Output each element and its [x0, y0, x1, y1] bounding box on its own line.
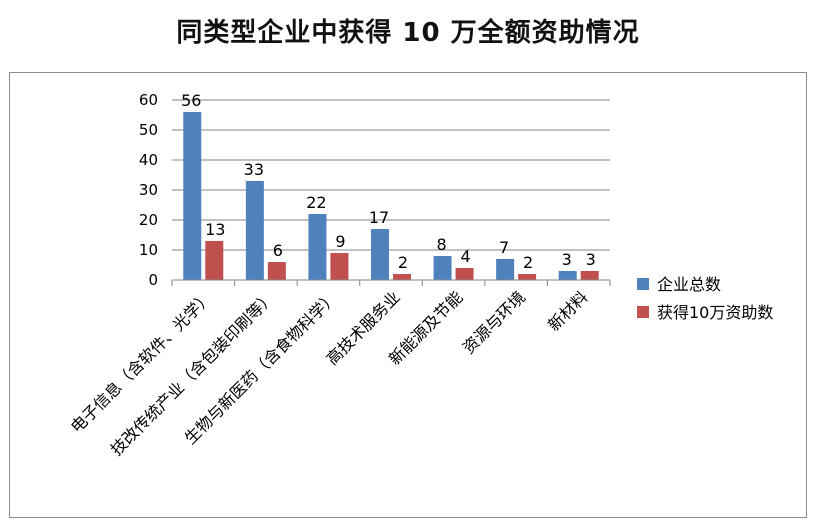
data-label: 7 — [499, 238, 509, 257]
y-tick-label: 10 — [139, 241, 158, 259]
legend-label: 获得10万资助数 — [657, 303, 773, 322]
y-tick-label: 40 — [139, 151, 158, 169]
data-label: 4 — [460, 247, 470, 266]
chart-title: 同类型企业中获得 10 万全额资助情况 — [176, 18, 640, 48]
bar-total — [183, 112, 202, 280]
data-label: 33 — [244, 160, 264, 179]
y-tick-label: 20 — [139, 211, 158, 229]
data-label: 13 — [205, 220, 225, 239]
data-label: 2 — [398, 253, 408, 272]
data-label: 2 — [523, 253, 533, 272]
bar-total — [245, 181, 264, 280]
bar-total — [433, 256, 452, 280]
data-label: 9 — [335, 232, 345, 251]
bar-funded — [580, 271, 599, 280]
data-label: 22 — [306, 193, 326, 212]
legend-swatch — [637, 278, 649, 290]
bars — [183, 112, 599, 280]
data-label: 8 — [436, 235, 446, 254]
data-label: 3 — [586, 250, 596, 269]
bar-funded — [393, 274, 411, 280]
data-label: 17 — [369, 208, 389, 227]
bar-total — [496, 259, 515, 280]
y-axis: 0 10 20 30 40 50 60 — [139, 91, 158, 289]
bar-total — [558, 271, 577, 280]
bar-funded — [330, 253, 349, 280]
data-label: 3 — [562, 250, 572, 269]
bar-funded — [518, 274, 537, 280]
bar-funded — [267, 262, 286, 280]
category-label: 资源与环境 — [459, 287, 529, 357]
bar-total — [308, 214, 327, 280]
bar-total — [371, 229, 389, 280]
category-label: 新材料 — [544, 287, 591, 334]
y-tick-label: 0 — [148, 271, 158, 289]
x-axis: 电子信息（含软件、光学）技改传统产业（含包装印刷等）生物与新医药（含食物科学）高… — [67, 279, 611, 459]
gridlines — [172, 99, 610, 251]
legend-label: 企业总数 — [657, 275, 721, 294]
y-tick-label: 50 — [139, 121, 158, 139]
bar-funded — [455, 268, 474, 280]
data-label: 6 — [273, 241, 283, 260]
y-tick-label: 60 — [139, 91, 158, 109]
chart-frame — [9, 72, 807, 518]
data-label: 56 — [181, 91, 201, 110]
bar-funded — [205, 241, 224, 280]
legend-swatch — [637, 306, 649, 318]
y-tick-label: 30 — [139, 181, 158, 199]
